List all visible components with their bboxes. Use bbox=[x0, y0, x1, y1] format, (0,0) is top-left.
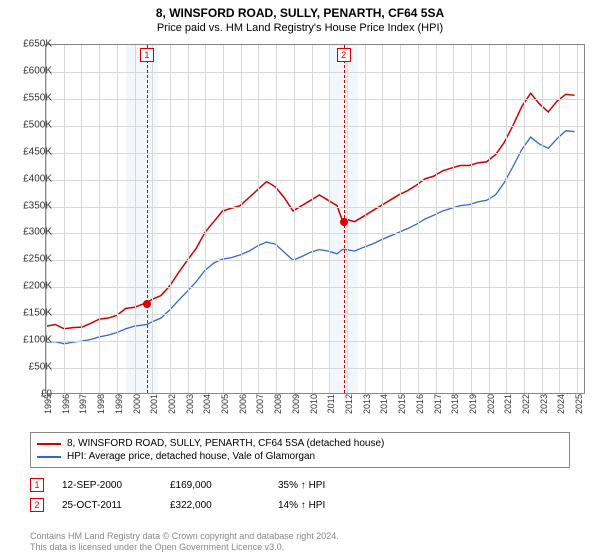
event-pct: 14% HPI bbox=[278, 500, 368, 511]
y-tick-label: £300K bbox=[12, 227, 52, 238]
x-tick-label: 2013 bbox=[362, 394, 372, 424]
legend-row: HPI: Average price, detached house, Vale… bbox=[37, 450, 563, 463]
chart-subtitle: Price paid vs. HM Land Registry's House … bbox=[0, 20, 600, 38]
y-tick-label: £150K bbox=[12, 308, 52, 319]
x-tick-label: 1995 bbox=[43, 394, 53, 424]
y-tick-label: £200K bbox=[12, 281, 52, 292]
y-tick-label: £100K bbox=[12, 335, 52, 346]
series-property bbox=[47, 93, 575, 329]
footer-line-1: Contains HM Land Registry data © Crown c… bbox=[30, 531, 339, 543]
event-date: 25-OCT-2011 bbox=[62, 500, 152, 511]
y-tick-label: £250K bbox=[12, 254, 52, 265]
x-tick-label: 2002 bbox=[167, 394, 177, 424]
x-tick-label: 1999 bbox=[114, 394, 124, 424]
y-tick-label: £450K bbox=[12, 146, 52, 157]
chart-title: 8, WINSFORD ROAD, SULLY, PENARTH, CF64 5… bbox=[0, 0, 600, 20]
series-hpi bbox=[47, 131, 575, 344]
event-marker-box: 1 bbox=[140, 48, 154, 62]
x-tick-label: 2006 bbox=[238, 394, 248, 424]
x-tick-label: 1998 bbox=[96, 394, 106, 424]
up-arrow-icon bbox=[301, 480, 306, 491]
x-tick-label: 2012 bbox=[344, 394, 354, 424]
x-tick-label: 2004 bbox=[202, 394, 212, 424]
event-row: 1 12-SEP-2000 £169,000 35% HPI bbox=[30, 475, 570, 495]
footer-line-2: This data is licensed under the Open Gov… bbox=[30, 542, 339, 554]
x-tick-label: 2015 bbox=[397, 394, 407, 424]
x-tick-label: 2019 bbox=[468, 394, 478, 424]
x-tick-label: 2021 bbox=[503, 394, 513, 424]
plot-area: 12 bbox=[45, 44, 585, 394]
sale-marker-dot bbox=[340, 218, 348, 226]
x-tick-label: 2016 bbox=[415, 394, 425, 424]
event-price: £169,000 bbox=[170, 480, 260, 491]
y-tick-label: £550K bbox=[12, 92, 52, 103]
x-tick-label: 2011 bbox=[326, 394, 336, 424]
x-tick-label: 2003 bbox=[185, 394, 195, 424]
chart-container: 8, WINSFORD ROAD, SULLY, PENARTH, CF64 5… bbox=[0, 0, 600, 560]
y-tick-label: £500K bbox=[12, 119, 52, 130]
x-tick-label: 2025 bbox=[574, 394, 584, 424]
events-table: 1 12-SEP-2000 £169,000 35% HPI 2 25-OCT-2011 £… bbox=[30, 475, 570, 515]
footer-attribution: Contains HM Land Registry data © Crown c… bbox=[30, 531, 339, 554]
sale-marker-dot bbox=[143, 300, 151, 308]
x-tick-label: 2001 bbox=[149, 394, 159, 424]
event-date: 12-SEP-2000 bbox=[62, 480, 152, 491]
x-tick-label: 2022 bbox=[521, 394, 531, 424]
x-tick-label: 2007 bbox=[255, 394, 265, 424]
y-tick-label: £650K bbox=[12, 39, 52, 50]
legend-swatch bbox=[37, 443, 61, 445]
x-tick-label: 2000 bbox=[132, 394, 142, 424]
x-tick-label: 2023 bbox=[539, 394, 549, 424]
x-tick-label: 2020 bbox=[486, 394, 496, 424]
x-tick-label: 1996 bbox=[61, 394, 71, 424]
y-tick-label: £350K bbox=[12, 200, 52, 211]
y-tick-label: £600K bbox=[12, 65, 52, 76]
x-tick-label: 2018 bbox=[450, 394, 460, 424]
event-pct: 35% HPI bbox=[278, 480, 368, 491]
x-tick-label: 2017 bbox=[433, 394, 443, 424]
y-tick-label: £400K bbox=[12, 173, 52, 184]
x-tick-label: 2024 bbox=[556, 394, 566, 424]
x-tick-label: 1997 bbox=[78, 394, 88, 424]
y-tick-label: £50K bbox=[12, 362, 52, 373]
up-arrow-icon bbox=[301, 500, 306, 511]
event-row: 2 25-OCT-2011 £322,000 14% HPI bbox=[30, 495, 570, 515]
legend-label: HPI: Average price, detached house, Vale… bbox=[67, 451, 315, 462]
x-tick-label: 2010 bbox=[309, 394, 319, 424]
x-tick-label: 2005 bbox=[220, 394, 230, 424]
event-marker-box: 2 bbox=[337, 48, 351, 62]
x-tick-label: 2009 bbox=[291, 394, 301, 424]
event-tag: 2 bbox=[30, 498, 44, 512]
legend-row: 8, WINSFORD ROAD, SULLY, PENARTH, CF64 5… bbox=[37, 437, 563, 450]
x-tick-label: 2008 bbox=[273, 394, 283, 424]
legend-box: 8, WINSFORD ROAD, SULLY, PENARTH, CF64 5… bbox=[30, 432, 570, 468]
legend-swatch bbox=[37, 456, 61, 458]
x-tick-label: 2014 bbox=[379, 394, 389, 424]
event-tag: 1 bbox=[30, 478, 44, 492]
legend-label: 8, WINSFORD ROAD, SULLY, PENARTH, CF64 5… bbox=[67, 438, 384, 449]
event-price: £322,000 bbox=[170, 500, 260, 511]
